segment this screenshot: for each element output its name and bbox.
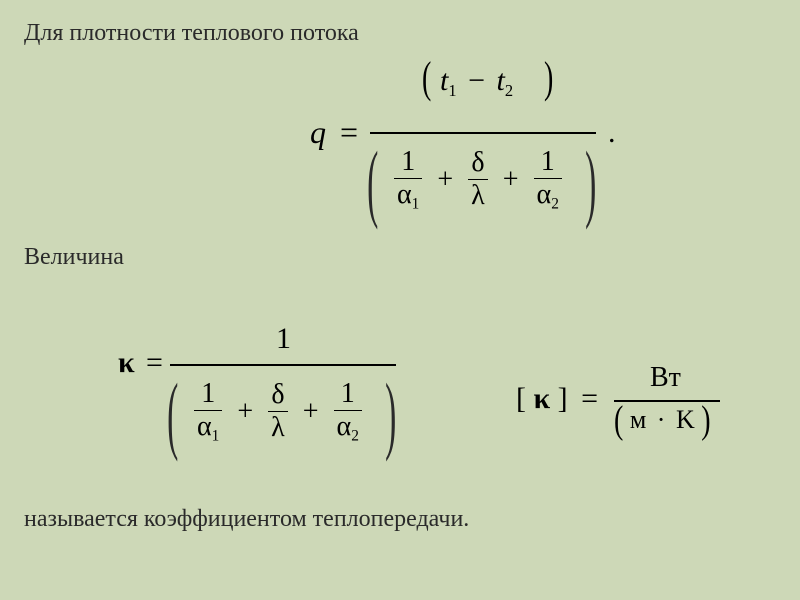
eq2-den-f3-den-sym: α (337, 411, 352, 442)
eq2-den-f1-den-sym: α (197, 411, 212, 442)
eq2-den-close: ) (385, 368, 396, 467)
eq1-num-t2-sub: 2 (505, 81, 513, 100)
eq1-den-f2-den: λ (468, 180, 488, 212)
eq1-num-t1-sub: 1 (448, 81, 456, 100)
eq3-open: [ (516, 382, 526, 415)
eq2-den-f1-num: 1 (194, 378, 222, 411)
text-line-3: называется коэффициентом теплопередачи. (24, 506, 469, 533)
text-line-2: Величина (24, 244, 124, 271)
eq3-den-a: м (630, 405, 646, 434)
eq3-den-dot: · (657, 405, 666, 434)
eq1-trailing-dot: . (608, 116, 616, 150)
eq2-den-frac2: δ λ (268, 379, 288, 444)
eq3-close: ] (558, 382, 568, 415)
eq1-fraction-bar (370, 132, 596, 134)
eq1-den-close: ) (585, 136, 596, 235)
eq1-den-f3-num: 1 (534, 146, 562, 179)
eq1-den-frac1: 1 α1 (394, 146, 422, 214)
eq2-den-frac1: 1 α1 (194, 378, 222, 446)
eq1-lhs: q (310, 114, 326, 150)
eq1-den-f1-den-sub: 1 (412, 195, 420, 212)
eq1-num-close: ) (544, 54, 553, 105)
eq1-num-minus: − (468, 64, 485, 97)
eq3-den-close: ) (701, 399, 710, 444)
eq2-fraction-bar (170, 364, 396, 366)
eq3-equals: = (581, 382, 598, 415)
eq2-numerator: 1 (276, 322, 291, 356)
text-line-1: Для плотности теплового потока (24, 20, 359, 47)
eq2-den-frac3: 1 α2 (334, 378, 362, 446)
eq2-den-open: ( (167, 368, 178, 467)
eq1-den-frac2: δ λ (468, 147, 488, 212)
eq1-den-f2-num: δ (468, 147, 488, 180)
eq1-den-f1-den-sym: α (397, 179, 412, 210)
eq3-numerator: Вт (650, 362, 681, 394)
eq3-sym: κ (534, 382, 551, 415)
eq2-den-f2-den: λ (268, 412, 288, 444)
eq3-den-open: ( (614, 399, 623, 444)
eq1-num-open: ( (422, 54, 431, 105)
eq2-den-f1-den-sub: 1 (212, 427, 220, 444)
eq2-den-f3-num: 1 (334, 378, 362, 411)
eq2-lhs: κ (118, 346, 135, 379)
eq1-den-f3-den-sub: 2 (551, 195, 559, 212)
eq1-den-f1-num: 1 (394, 146, 422, 179)
eq1-den-plus1: + (437, 164, 453, 196)
eq2-den-f2-num: δ (268, 379, 288, 412)
eq1-den-plus2: + (503, 164, 519, 196)
eq2-equals: = (146, 346, 163, 379)
eq1-den-open: ( (367, 136, 378, 235)
eq2-den-plus1: + (237, 396, 253, 428)
eq1-num-t2: t (497, 64, 505, 97)
eq2-den-f3-den-sub: 2 (351, 427, 359, 444)
eq1-den-f3-den-sym: α (537, 179, 552, 210)
eq2-den-plus2: + (303, 396, 319, 428)
eq1-den-frac3: 1 α2 (534, 146, 562, 214)
eq1-equals: = (340, 114, 358, 150)
eq3-den-b: K (676, 405, 695, 434)
